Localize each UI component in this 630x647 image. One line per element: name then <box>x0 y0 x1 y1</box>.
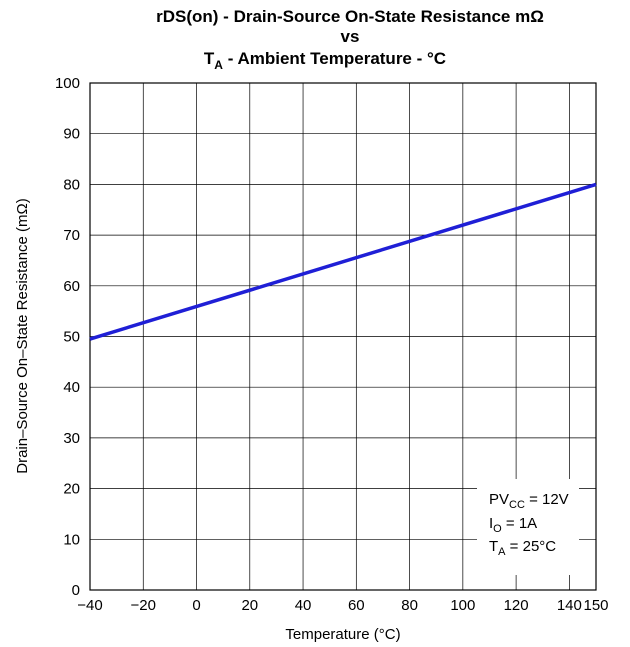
series-layer <box>89 182 597 341</box>
x-tick-label: 60 <box>348 597 365 614</box>
chart-title-line3-sub: A <box>214 58 223 72</box>
x-tick-label: 150 <box>583 597 608 614</box>
x-tick-label: 40 <box>295 597 312 614</box>
chart-title-line3: TA - Ambient Temperature - °C <box>204 49 446 72</box>
y-tick-label: 70 <box>63 227 80 244</box>
x-axis-label: Temperature (°C) <box>285 626 400 643</box>
y-axis-label: Drain–Source On–State Resistance (mΩ) <box>14 198 31 474</box>
x-tick-label: 80 <box>401 597 418 614</box>
x-tick-label: 0 <box>192 597 200 614</box>
y-tick-label: 50 <box>63 329 80 346</box>
x-tick-label: 140 <box>557 597 582 614</box>
chart-title-line3-main: T <box>204 49 215 68</box>
y-tick-label: 10 <box>63 531 80 548</box>
y-tick-label: 20 <box>63 481 80 498</box>
chart-title-line1: rDS(on) - Drain-Source On-State Resistan… <box>156 7 544 26</box>
x-tick-label: 100 <box>450 597 475 614</box>
chart-title-line3-rest: - Ambient Temperature - °C <box>223 49 446 68</box>
x-tick-label: 120 <box>504 597 529 614</box>
x-tick-labels: −40 −20 0 20 40 60 80 100 120 140 150 <box>77 597 608 614</box>
y-tick-labels: 0 10 20 30 40 50 60 70 80 90 100 <box>55 75 80 599</box>
y-tick-label: 100 <box>55 75 80 92</box>
annotation-line-io: IO = 1A <box>489 515 537 535</box>
y-tick-label: 0 <box>72 582 80 599</box>
y-tick-label: 80 <box>63 176 80 193</box>
annotation-line-pvcc: PVCC = 12V <box>489 491 569 511</box>
annotation-line-ta: TA = 25°C <box>489 538 556 558</box>
annotation-background <box>477 479 579 575</box>
series-line-rds-on <box>89 182 597 341</box>
plot-frame <box>89 82 597 591</box>
y-tick-label: 40 <box>63 379 80 396</box>
y-tick-label: 30 <box>63 430 80 447</box>
chart-title-line2: vs <box>341 27 360 46</box>
y-tick-label: 90 <box>63 126 80 143</box>
y-tick-label: 60 <box>63 278 80 295</box>
grid-lines <box>90 83 596 590</box>
x-tick-label: −40 <box>77 597 102 614</box>
x-tick-label: −20 <box>131 597 156 614</box>
x-tick-label: 20 <box>241 597 258 614</box>
test-conditions-annotation: PVCC = 12V IO = 1A TA = 25°C <box>477 479 579 575</box>
